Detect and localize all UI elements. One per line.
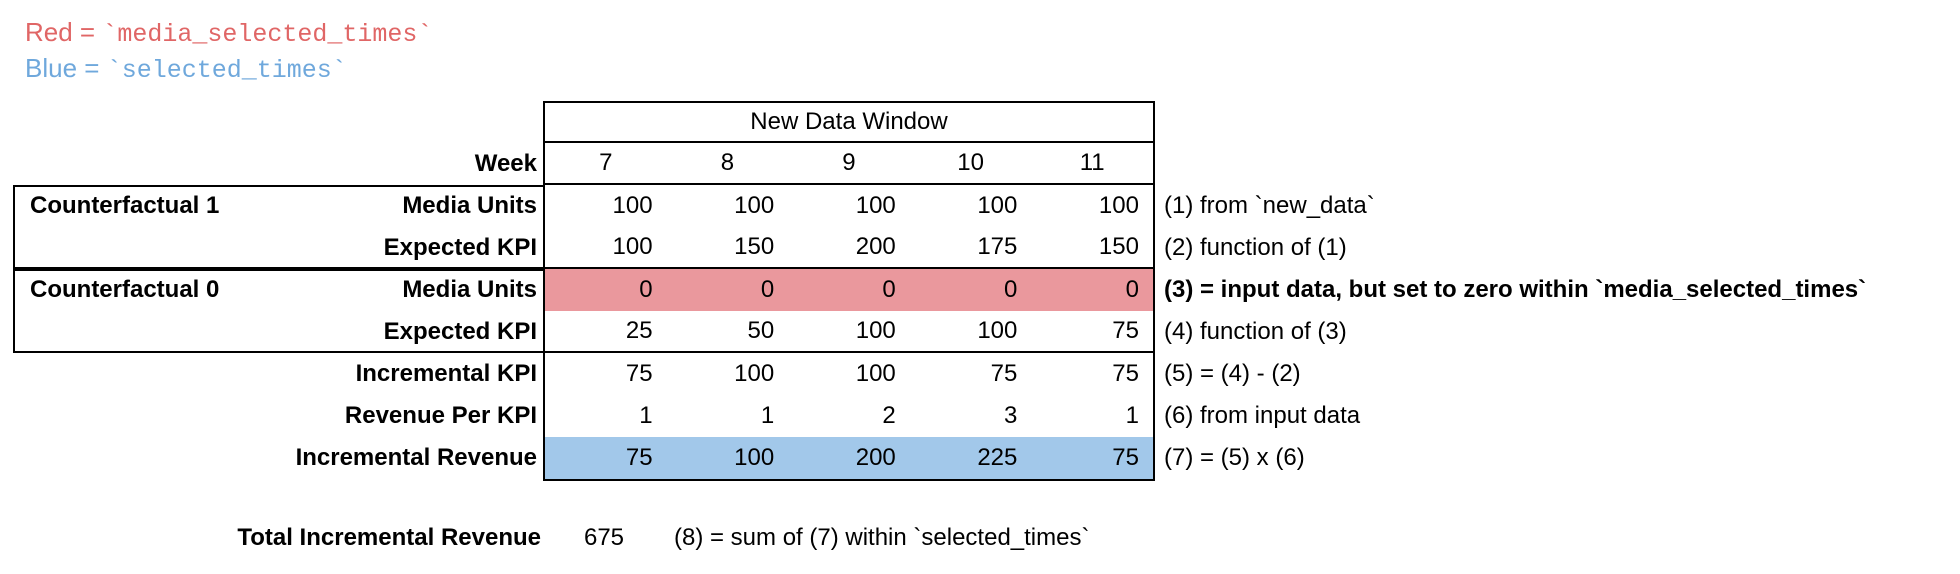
annotation-1: (1) from `new_data` [1164,192,1375,219]
table-row-incremental-revenue-highlight-blue: 75 100 200 225 75 [545,437,1153,479]
annotation-4: (4) function of (3) [1164,318,1347,345]
cell-value: 1 [639,402,653,429]
row-label-incremental-revenue: Incremental Revenue [295,444,537,471]
week-10: 10 [957,149,984,176]
table-row-incremental-kpi: 75 100 100 75 75 [545,353,1153,395]
cell-value: 75 [1112,317,1139,344]
cell-value: 100 [1098,192,1139,219]
annotation-7: (7) = (5) x (6) [1164,444,1305,471]
cell-value: 25 [625,317,653,344]
row-label-media-units-cf1: Media Units [402,192,537,219]
cell-value: 100 [977,317,1018,344]
week-8: 8 [720,149,735,176]
cell-value: 150 [734,233,775,260]
legend-blue-identifier: `selected_times` [106,56,347,85]
cell-value: 0 [639,276,653,303]
annotation-8: (8) = sum of (7) within `selected_times` [674,524,1090,551]
legend-blue-label: Blue [25,53,78,83]
annotation-2: (2) function of (1) [1164,234,1347,261]
week-9: 9 [842,149,856,176]
week-11: 11 [1079,149,1105,176]
cell-value: 50 [747,317,775,344]
cell-value: 100 [855,360,896,387]
cell-value: 150 [1098,233,1139,260]
cell-value: 75 [990,360,1018,387]
annotation-column: (1) from `new_data` (2) function of (1) … [1164,185,1866,479]
cell-value: 75 [1112,444,1139,471]
table-row-media-units-cf1: 100 100 100 100 100 [545,185,1153,227]
cell-value: 200 [855,233,896,260]
table-row-revenue-per-kpi: 1 1 2 3 1 [545,395,1153,437]
legend-red-identifier: `media_selected_times` [102,20,433,49]
legend-red-equals: = [72,17,103,47]
cell-value: 75 [625,444,653,471]
row-label-revenue-per-kpi: Revenue Per KPI [344,402,537,429]
cell-value: 75 [1112,360,1139,387]
cell-value: 0 [882,276,896,303]
counterfactual-1-box [13,185,545,271]
cell-value: 1 [1125,402,1139,429]
cell-value: 100 [612,192,653,219]
cell-value: 0 [1004,276,1018,303]
cell-value: 0 [760,276,775,303]
legend-blue-equals: = [77,53,107,83]
legend-red-line: Red = `media_selected_times` [25,15,432,49]
annotation-6: (6) from input data [1164,402,1361,429]
row-label-expected-kpi-cf0: Expected KPI [383,318,537,345]
cell-value: 1 [760,402,775,429]
table-header-new-data-window: New Data Window [545,103,1153,143]
cell-value: 0 [1125,276,1139,303]
section-label-counterfactual-1: Counterfactual 1 [30,192,220,219]
data-table: New Data Window 7 8 9 10 11 100 100 100 … [543,101,1155,481]
counterfactual-0-box [13,267,545,353]
cell-value: 100 [734,360,775,387]
annotation-3: (3) = input data, but set to zero within… [1164,276,1867,303]
row-label-column: Media Units Expected KPI Media Units Exp… [13,185,537,479]
cell-value: 175 [977,233,1018,260]
cell-value: 3 [1004,402,1018,429]
cell-value: 100 [977,192,1018,219]
week-number-row: 7 8 9 10 11 [545,143,1153,185]
week-row-label: Week [474,150,537,177]
cell-value: 225 [977,444,1018,471]
section-label-counterfactual-0: Counterfactual 0 [30,276,220,303]
cell-value: 75 [625,360,653,387]
cell-value: 100 [855,317,896,344]
legend-red-label: Red [25,17,73,47]
cell-value: 200 [855,444,896,471]
table-row-expected-kpi-cf1: 100 150 200 175 150 [545,227,1153,269]
annotation-5: (5) = (4) - (2) [1164,360,1301,387]
week-7: 7 [599,149,613,176]
cell-value: 2 [882,402,896,429]
table-row-expected-kpi-cf0: 25 50 100 100 75 [545,311,1153,353]
legend-blue-line: Blue = `selected_times` [25,51,347,85]
total-incremental-revenue-value: 675 [583,524,625,551]
row-label-incremental-kpi: Incremental KPI [355,360,537,387]
cell-value: 100 [734,444,775,471]
cell-value: 100 [855,192,896,219]
cell-value: 100 [734,192,775,219]
table-row-media-units-cf0-highlight-red: 0 0 0 0 0 [545,269,1153,311]
cell-value: 100 [612,233,653,260]
row-label-media-units-cf0: Media Units [402,276,537,303]
total-incremental-revenue-label: Total Incremental Revenue [237,524,541,551]
row-label-expected-kpi-cf1: Expected KPI [383,234,537,261]
